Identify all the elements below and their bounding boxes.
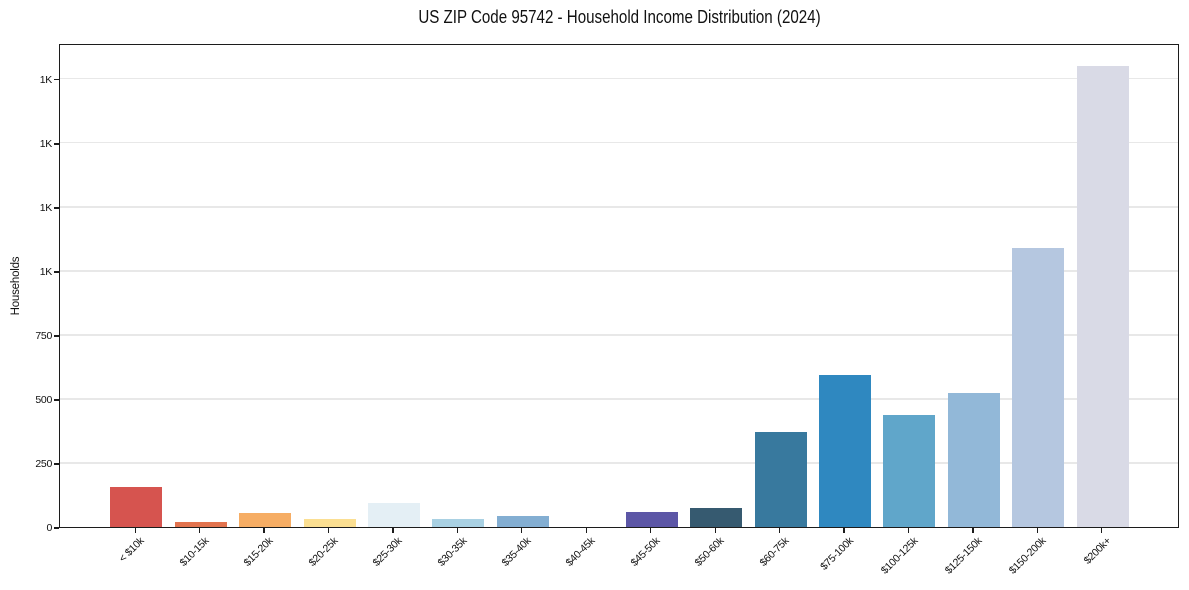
x-tick-label: $75-100k [817,535,856,573]
x-tick-mark [972,528,974,533]
x-tick-label: < $10k [116,535,147,565]
x-tick-mark [585,528,587,533]
x-tick-label: $20-25k [306,535,341,569]
y-tick-mark [54,527,59,529]
gridline [60,334,1178,336]
bar-60-75k [754,432,807,527]
x-tick-label: $30-35k [435,535,469,569]
x-tick-label: $50-60k [692,535,727,569]
bar-125-150k [947,393,1000,527]
bar-20-25k [303,519,356,527]
bar-30-35k [432,519,485,527]
gridline [60,270,1178,272]
bar-150-200k [1012,247,1065,527]
y-tick-mark [54,143,59,145]
x-tick-mark [1101,528,1103,533]
bar-10-15k [174,521,227,527]
x-tick-mark [263,528,265,533]
x-tick-label: $150-200k [1007,535,1049,577]
bar-15-20k [239,513,292,527]
y-tick-label: 1K [39,137,53,150]
x-tick-mark [1036,528,1038,533]
x-tick-mark [778,528,781,533]
y-tick-mark [54,335,59,337]
gridline [60,398,1178,400]
x-tick-mark [714,528,716,533]
bar-100-125k [883,415,936,527]
chart-title: US ZIP Code 95742 - Household Income Dis… [59,6,1179,28]
x-tick-mark [199,528,201,533]
bar-35-40k [496,516,549,527]
x-tick-label: $40-45k [563,535,598,569]
x-tick-label: $15-20k [241,535,276,569]
gridline [60,206,1178,208]
x-tick-mark [907,528,910,533]
bar-200k [1076,66,1129,527]
bar-45-50k [625,511,678,527]
x-tick-label: $45-50k [628,535,663,569]
x-tick-label: $125-150k [942,535,985,577]
y-tick-mark [54,207,59,209]
x-tick-label: $25-30k [370,535,405,569]
x-tick-mark [456,528,459,533]
x-tick-mark [521,528,523,533]
x-tick-label: $10-15k [177,535,212,569]
x-tick-label: $100-125k [878,535,920,577]
x-tick-label: $200k+ [1081,535,1114,567]
gridline [60,142,1178,144]
y-tick-label: 1K [39,73,53,86]
chart-title-text: US ZIP Code 95742 - Household Income Dis… [417,7,821,27]
x-tick-mark [650,528,652,533]
y-tick-mark [54,463,59,465]
y-tick-label: 750 [35,329,52,342]
y-tick-label: 1K [39,201,53,214]
y-tick-label: 0 [46,522,52,534]
bar-75-100k [819,374,872,527]
y-tick-mark [54,399,59,401]
gridline [60,462,1178,464]
x-tick-mark [134,528,136,533]
x-tick-mark [843,528,845,533]
y-tick-label: 500 [35,393,52,406]
x-tick-label: $35-40k [499,535,534,569]
plot-area [59,44,1179,528]
x-tick-label: $60-75k [757,535,792,569]
bar-10k [110,487,163,527]
y-tick-label: 1K [39,265,53,278]
x-tick-mark [392,528,394,533]
gridline [60,78,1178,80]
x-tick-mark [327,528,330,533]
bar-50-60k [690,507,743,527]
y-tick-mark [54,271,59,273]
bar-25-30k [367,502,420,527]
y-tick-label: 250 [35,457,52,470]
y-tick-mark [54,79,59,81]
